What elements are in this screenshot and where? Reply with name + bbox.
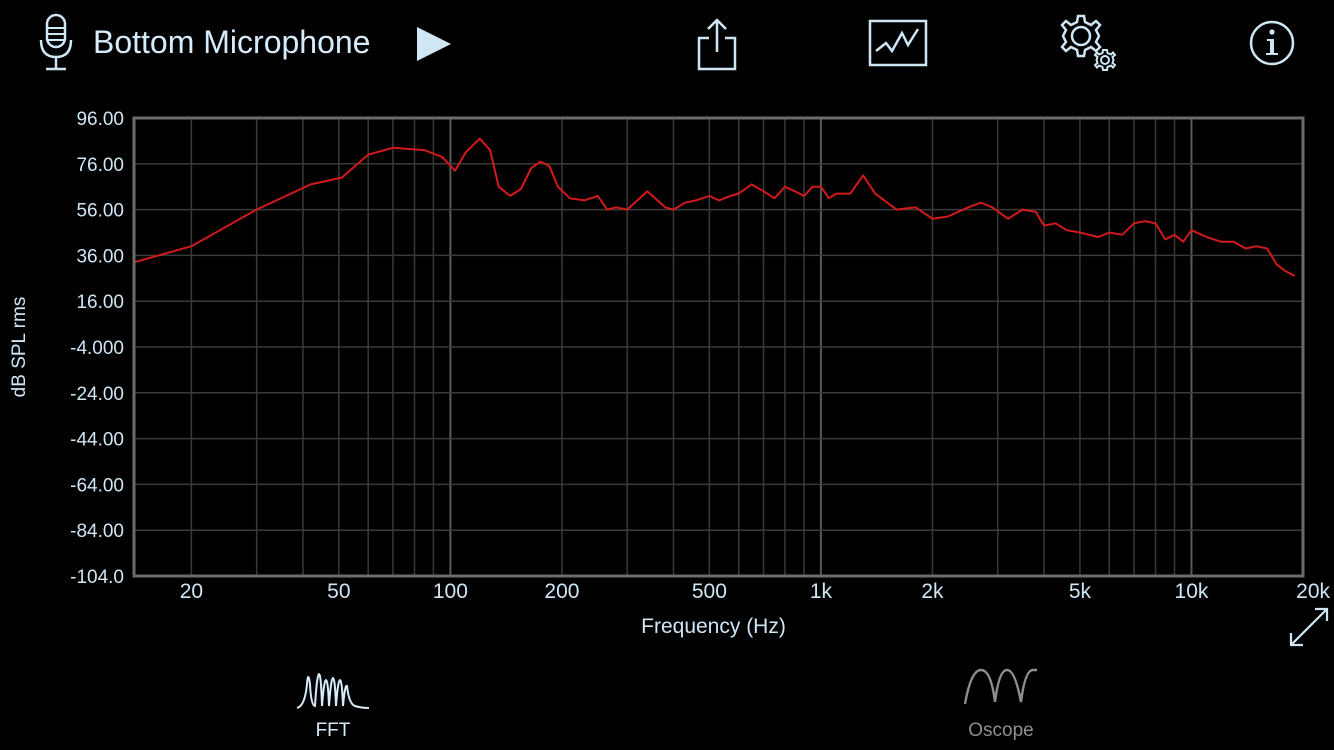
x-tick-label: 200 [544,580,579,603]
microphone-icon[interactable] [36,12,76,74]
x-tick-label: 5k [1069,580,1092,603]
spectrum-trace [133,137,1296,277]
source-title[interactable]: Bottom Microphone [93,24,371,60]
share-icon[interactable] [693,16,741,72]
y-tick-label: 56.00 [76,201,124,222]
x-tick-label: 500 [692,580,727,603]
play-icon[interactable] [414,24,454,64]
graph-icon[interactable] [868,19,928,67]
y-tick-label: 36.00 [76,246,124,267]
tab-fft-label: FFT [315,720,351,741]
y-tick-label: 16.00 [76,292,124,313]
expand-icon[interactable] [1286,604,1332,650]
y-axis-ticks: 96.00 76.00 56.00 36.00 16.00 -4.000 -24.00 -44… [70,109,124,588]
y-tick-label: -64.00 [70,475,124,496]
x-tick-label: 20k [1296,580,1330,603]
y-tick-label: -24.00 [70,384,124,405]
x-axis-ticks: 20 50 100 200 500 1k 2k 5k 10k 20k [180,580,1331,603]
x-tick-label: 10k [1175,580,1209,603]
gear-icon[interactable] [1055,12,1121,74]
tab-oscope-label: Oscope [968,720,1034,741]
info-icon[interactable] [1248,19,1296,67]
tab-fft[interactable]: FFT [273,664,393,750]
x-tick-label: 1k [810,580,833,603]
y-tick-label: -4.000 [70,338,124,359]
x-tick-label: 2k [921,580,944,603]
y-tick-label: -44.00 [70,430,124,451]
x-tick-label: 100 [433,580,468,603]
top-bar: Bottom Microphone [0,0,1334,95]
y-axis-label: dB SPL rms [9,297,30,398]
spectrum-chart[interactable]: 96.00 76.00 56.00 36.00 16.00 -4.000 -24.00 -44… [0,100,1334,660]
sine-wave-icon [963,668,1037,705]
fft-icon [296,672,370,709]
y-tick-label: -104.0 [70,567,124,588]
chart-trace [133,137,1296,277]
spectrum-plot[interactable]: 96.00 76.00 56.00 36.00 16.00 -4.000 -24.00 -44… [0,100,1334,660]
plot-frame [132,116,1305,578]
x-tick-label: 50 [327,580,350,603]
y-tick-label: 76.00 [76,155,124,176]
x-tick-label: 20 [180,580,203,603]
y-tick-label: 96.00 [76,109,124,130]
chart-grid [134,117,1303,577]
tab-oscope[interactable]: Oscope [941,664,1061,750]
y-tick-label: -84.00 [70,521,124,542]
x-axis-label: Frequency (Hz) [641,615,786,638]
